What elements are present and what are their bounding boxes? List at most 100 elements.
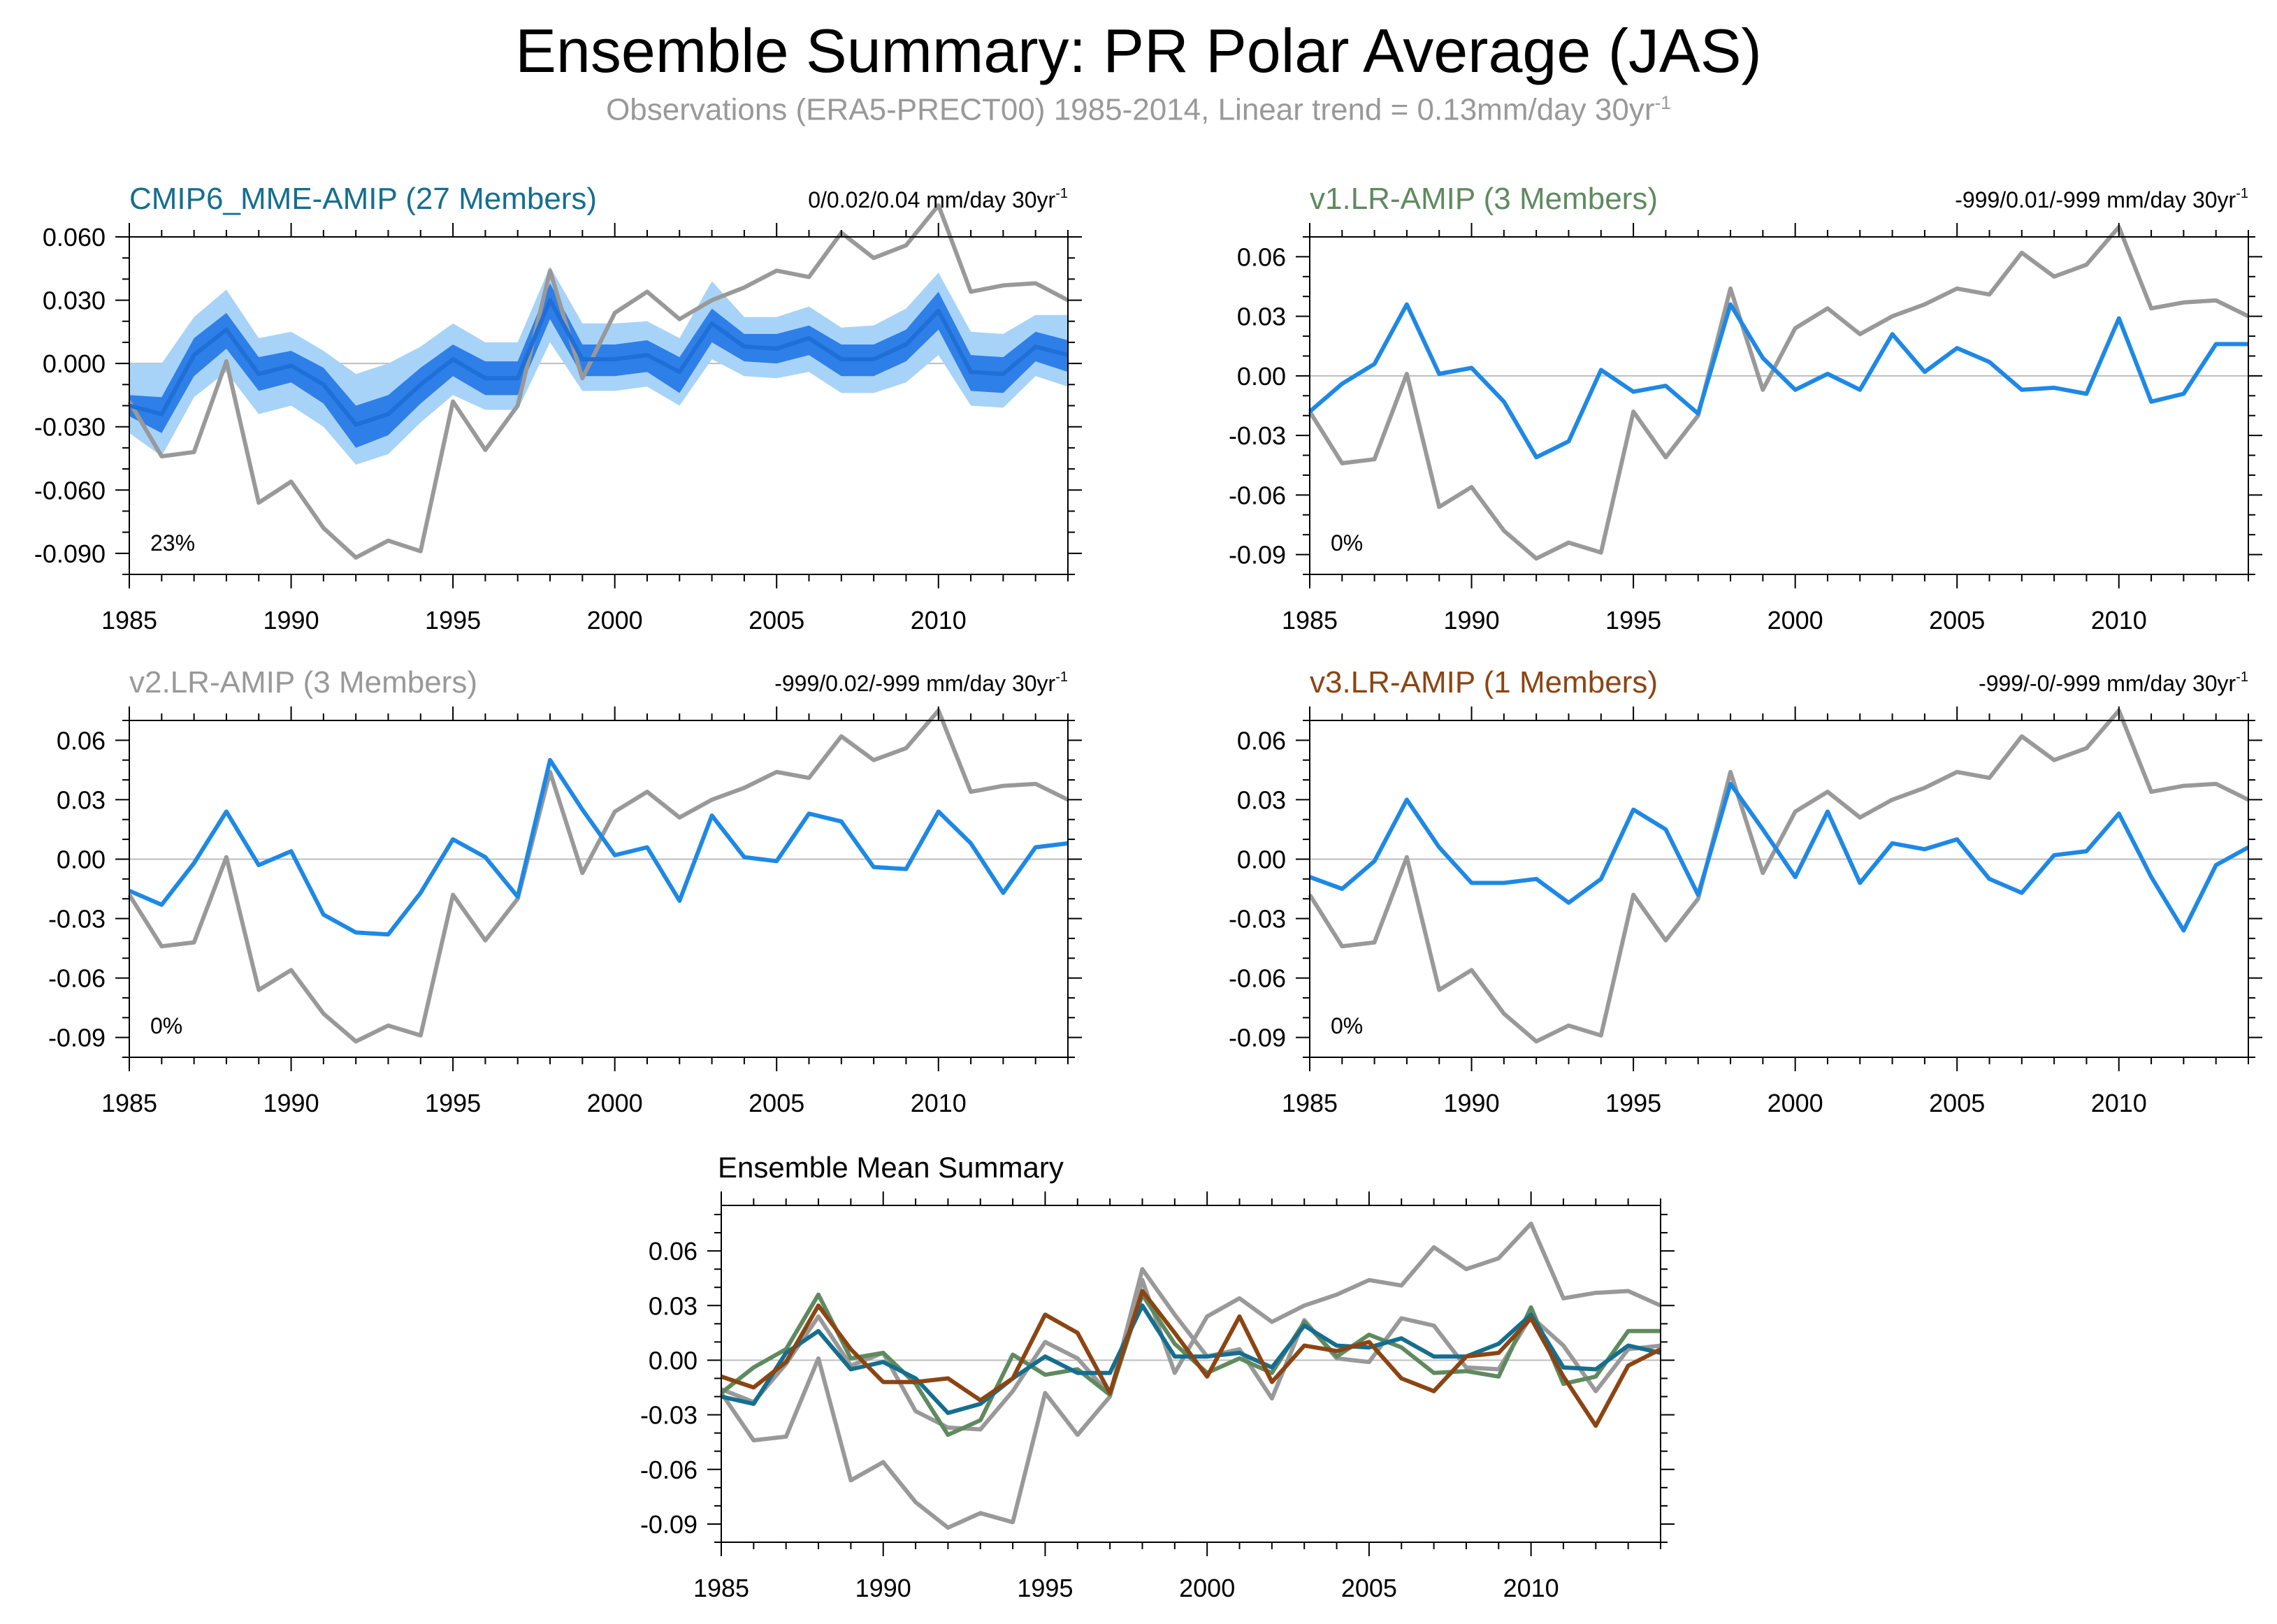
x-tick-label: 2000 [1179, 1574, 1235, 1602]
panel-v3: 1985 1990 1995 2000 2005 2010 0.06 0.03 0.00 -0.0… [1229, 665, 2262, 1117]
panel-title: v1.LR-AMIP (3 Members) [1310, 182, 1658, 216]
y-tick-label: -0.030 [34, 413, 106, 442]
plot-frame [129, 720, 1069, 1058]
y-tick-label: -0.03 [640, 1401, 697, 1430]
panel-trend-label: -999/0.01/-999 mm/day 30yr-1 [1955, 186, 2248, 212]
series-obs-line [127, 708, 1069, 1044]
x-tick-label: 1985 [693, 1574, 749, 1602]
plot-frame [1309, 720, 2249, 1058]
series-model-line [129, 298, 1069, 427]
y-tick-label: -0.03 [48, 905, 106, 934]
x-tick-label: 2005 [1341, 1574, 1397, 1602]
x-tick-label: 1995 [1605, 1089, 1661, 1117]
y-tick-label: -0.03 [1229, 421, 1286, 450]
y-tick-label: -0.06 [1229, 964, 1286, 993]
series-model-line [128, 757, 1069, 937]
y-tick-label: -0.060 [34, 476, 106, 505]
trend-superscript: -1 [1055, 669, 1068, 685]
plot-frame [1309, 236, 2249, 575]
panel-cmip6: 1985 1990 1995 2000 2005 2010 0.060 0.030 0.000 -… [34, 182, 1082, 635]
ensemble-inner-band [129, 283, 1068, 448]
y-tick-label: 0.03 [1237, 303, 1286, 331]
x-tick-label: 1995 [425, 1089, 481, 1117]
series-model-line [1308, 781, 2250, 933]
panel-trend-label: -999/0.02/-999 mm/day 30yr-1 [774, 669, 1068, 696]
series-obs-line [1308, 708, 2250, 1044]
y-tick-label: -0.09 [48, 1024, 106, 1052]
panel-v1: 1985 1990 1995 2000 2005 2010 0.06 0.03 0.00 -0.0… [1229, 182, 2262, 635]
series-obs-line [127, 203, 1069, 560]
plot-frame [721, 1205, 1661, 1543]
trend-superscript: -1 [2236, 186, 2248, 201]
y-tick-label: -0.09 [640, 1510, 697, 1539]
y-tick-label: 0.000 [43, 349, 106, 378]
x-tick-label: 2005 [749, 1089, 804, 1117]
y-tick-label: -0.090 [34, 539, 106, 568]
panel-percent-label: 0% [150, 1013, 182, 1038]
x-tick-label: 1985 [1282, 1089, 1338, 1117]
y-tick-label: -0.06 [1229, 481, 1286, 509]
x-tick-label: 1995 [425, 606, 481, 635]
series-obs-line [719, 1221, 1662, 1530]
x-tick-label: 2010 [2091, 606, 2147, 635]
y-tick-label: 0.030 [43, 287, 106, 315]
trend-text: -999/0.02/-999 mm/day 30yr [774, 671, 1055, 696]
panel-percent-label: 0% [1331, 530, 1363, 556]
panel-mean: 1985 1990 1995 2000 2005 2010 0.06 0.03 0.00 -0.0… [640, 1151, 1675, 1602]
series-obs-line [1308, 224, 2250, 561]
subtitle-superscript: -1 [1654, 92, 1671, 113]
panel-percent-label: 0% [1331, 1013, 1363, 1038]
x-tick-label: 2000 [587, 606, 643, 635]
x-tick-label: 1995 [1017, 1574, 1073, 1602]
y-tick-label: -0.06 [48, 964, 106, 993]
panel-title: Ensemble Mean Summary [718, 1151, 1064, 1184]
x-tick-label: 2005 [1929, 606, 1985, 635]
y-tick-label: -0.06 [640, 1456, 697, 1484]
panel-title: v2.LR-AMIP (3 Members) [129, 665, 477, 699]
y-tick-label: 0.03 [649, 1291, 697, 1320]
y-tick-label: 0.00 [1237, 845, 1286, 873]
figure-title: Ensemble Summary: PR Polar Average (JAS) [515, 16, 1762, 85]
trend-text: -999/0.01/-999 mm/day 30yr [1955, 187, 2236, 212]
y-tick-label: 0.00 [649, 1346, 697, 1375]
y-tick-label: -0.09 [1229, 541, 1286, 570]
series-v3-line [721, 1289, 1662, 1428]
x-tick-label: 2010 [1503, 1574, 1559, 1602]
y-tick-label: 0.00 [57, 845, 106, 873]
y-tick-label: 0.06 [1237, 242, 1286, 271]
x-tick-label: 2010 [2091, 1089, 2147, 1117]
y-tick-label: 0.060 [43, 223, 106, 252]
y-tick-label: 0.06 [57, 726, 106, 755]
figure-subtitle: Observations (ERA5-PRECT00) 1985-2014, L… [0, 92, 2277, 128]
y-tick-label: 0.03 [1237, 785, 1286, 814]
panel-trend-label: 0/0.02/0.04 mm/day 30yr-1 [808, 186, 1068, 212]
y-tick-label: 0.06 [1237, 726, 1286, 755]
x-tick-label: 1985 [101, 606, 157, 635]
panel-percent-label: 23% [150, 530, 195, 556]
x-tick-label: 2000 [1768, 1089, 1823, 1117]
series-v2-line [720, 1267, 1661, 1432]
x-tick-label: 1985 [101, 1089, 157, 1117]
y-tick-label: 0.03 [57, 785, 106, 814]
x-tick-label: 2005 [1929, 1089, 1985, 1117]
x-tick-label: 1995 [1605, 606, 1661, 635]
trend-text: 0/0.02/0.04 mm/day 30yr [808, 187, 1055, 212]
panel-v2: 1985 1990 1995 2000 2005 2010 0.06 0.03 0.00 -0.0… [48, 665, 1082, 1117]
y-tick-label: -0.09 [1229, 1024, 1286, 1052]
x-tick-label: 2010 [911, 606, 967, 635]
x-tick-label: 2010 [911, 1089, 967, 1117]
y-tick-label: 0.06 [649, 1237, 697, 1266]
x-tick-label: 2000 [587, 1089, 643, 1117]
x-tick-label: 1985 [1282, 606, 1338, 635]
y-tick-label: -0.03 [1229, 905, 1286, 934]
x-tick-label: 2005 [749, 606, 804, 635]
trend-superscript: -1 [1055, 186, 1068, 201]
x-tick-label: 1990 [855, 1574, 911, 1602]
panel-title: v3.LR-AMIP (1 Members) [1310, 665, 1658, 699]
x-tick-label: 1990 [1444, 1089, 1500, 1117]
x-tick-label: 2000 [1768, 606, 1823, 635]
series-model-line [1308, 302, 2248, 460]
trend-text: -999/-0/-999 mm/day 30yr [1979, 671, 2236, 696]
trend-superscript: -1 [2236, 669, 2248, 685]
